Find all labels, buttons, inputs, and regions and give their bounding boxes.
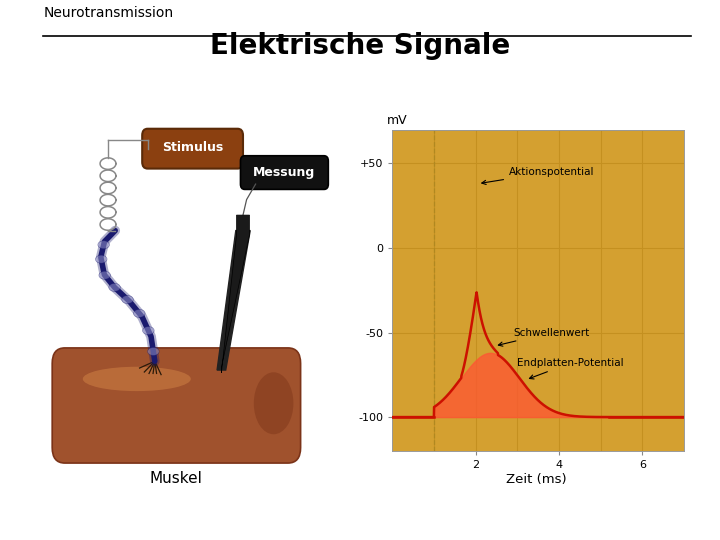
Ellipse shape bbox=[109, 284, 120, 292]
Ellipse shape bbox=[98, 241, 109, 249]
Polygon shape bbox=[217, 231, 251, 370]
Text: Aktionspotential: Aktionspotential bbox=[482, 167, 595, 185]
Ellipse shape bbox=[96, 255, 107, 263]
Text: Schwellenwert: Schwellenwert bbox=[498, 328, 590, 346]
Text: mV: mV bbox=[387, 114, 408, 127]
FancyBboxPatch shape bbox=[53, 348, 301, 463]
Text: Stimulus: Stimulus bbox=[162, 141, 223, 154]
Polygon shape bbox=[222, 215, 250, 373]
Text: Messung: Messung bbox=[253, 166, 315, 179]
Text: Endplatten-Potential: Endplatten-Potential bbox=[518, 358, 624, 379]
Ellipse shape bbox=[253, 372, 294, 434]
Ellipse shape bbox=[99, 271, 110, 279]
Text: Muskel: Muskel bbox=[150, 471, 203, 486]
FancyBboxPatch shape bbox=[142, 129, 243, 168]
Ellipse shape bbox=[143, 327, 154, 335]
Text: Elektrische Signale: Elektrische Signale bbox=[210, 32, 510, 60]
Ellipse shape bbox=[122, 295, 133, 303]
Text: Zeit (ms): Zeit (ms) bbox=[506, 472, 567, 485]
Ellipse shape bbox=[83, 367, 191, 391]
Ellipse shape bbox=[148, 347, 159, 355]
Text: Neurotransmission: Neurotransmission bbox=[43, 6, 174, 20]
Ellipse shape bbox=[134, 309, 145, 318]
FancyBboxPatch shape bbox=[240, 156, 328, 190]
